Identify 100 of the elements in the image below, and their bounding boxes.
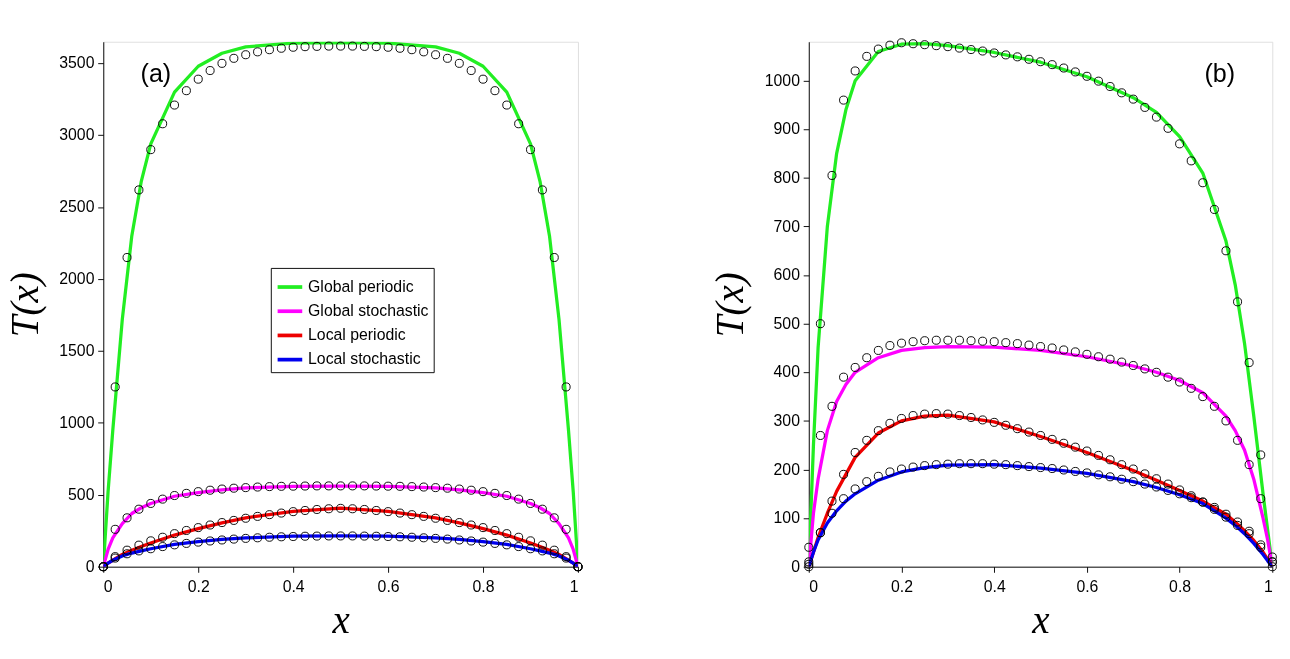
point	[217, 518, 227, 528]
point	[217, 484, 227, 494]
point	[1221, 416, 1231, 426]
point	[908, 411, 918, 421]
point	[978, 336, 988, 346]
point	[324, 41, 334, 51]
y-tick-label: 400	[773, 363, 801, 381]
point	[1059, 63, 1069, 73]
point	[407, 532, 417, 542]
point	[348, 504, 358, 514]
point	[1105, 354, 1115, 364]
point	[1186, 156, 1196, 166]
point	[442, 483, 452, 493]
x-tick-label: 0	[809, 578, 819, 596]
point	[526, 544, 536, 554]
point	[170, 100, 180, 110]
point	[989, 459, 999, 469]
point	[371, 42, 381, 52]
legend-label: Local periodic	[308, 326, 406, 344]
y-axis-title: T(x)	[2, 272, 47, 338]
point	[431, 533, 441, 543]
point	[931, 41, 941, 51]
point	[1001, 420, 1011, 430]
x-tick-label: 0.2	[187, 578, 210, 596]
point	[336, 503, 346, 513]
point	[454, 535, 464, 545]
point	[241, 50, 251, 60]
point	[839, 469, 849, 479]
point	[478, 487, 488, 497]
point	[526, 536, 536, 546]
point	[146, 498, 156, 508]
point	[908, 337, 918, 347]
point	[1163, 485, 1173, 495]
point	[908, 462, 918, 472]
point	[454, 58, 464, 68]
y-tick-label: 0	[85, 557, 95, 575]
point	[897, 338, 907, 348]
point	[1024, 427, 1034, 437]
point	[122, 253, 132, 262]
point	[442, 534, 452, 544]
point	[862, 51, 872, 61]
point	[264, 532, 274, 542]
point	[336, 481, 346, 491]
point	[1128, 477, 1138, 487]
point	[1059, 345, 1069, 355]
point	[873, 426, 883, 436]
point	[348, 41, 358, 51]
point	[1036, 342, 1046, 352]
annotation: (b)	[1204, 58, 1236, 87]
point	[526, 498, 536, 508]
point	[288, 481, 298, 491]
point	[466, 485, 476, 495]
point	[1036, 430, 1046, 440]
point	[1012, 424, 1022, 434]
point	[1244, 460, 1254, 470]
point	[1094, 450, 1103, 460]
point	[850, 484, 860, 494]
point	[336, 41, 346, 51]
point	[264, 482, 274, 492]
y-tick-label: 600	[773, 266, 801, 284]
point	[1105, 455, 1115, 465]
point	[1012, 52, 1022, 62]
point	[1140, 469, 1150, 479]
legend-label: Global stochastic	[308, 301, 429, 319]
y-tick-label: 1000	[764, 71, 801, 89]
point	[1186, 383, 1196, 393]
point	[1256, 494, 1266, 504]
point	[205, 520, 215, 530]
point	[229, 53, 239, 63]
point	[526, 145, 536, 155]
point	[241, 513, 251, 523]
point	[839, 494, 849, 504]
point	[1012, 461, 1022, 471]
point	[288, 507, 298, 517]
point	[312, 41, 322, 51]
legend-label: Global periodic	[308, 277, 414, 295]
point	[502, 529, 512, 539]
point	[1175, 485, 1185, 495]
point	[253, 533, 263, 543]
point	[312, 531, 322, 541]
point	[537, 504, 547, 514]
point	[549, 545, 559, 555]
point	[537, 546, 547, 556]
point	[966, 45, 976, 55]
y-tick-label: 3500	[59, 54, 95, 72]
point	[1233, 435, 1243, 445]
point	[383, 532, 393, 542]
point	[1094, 76, 1103, 86]
point	[978, 415, 988, 425]
point	[359, 504, 369, 514]
point	[885, 418, 895, 428]
point	[1117, 474, 1127, 484]
point	[395, 532, 405, 542]
point	[1140, 364, 1150, 374]
x-tick-label: 0.6	[1076, 578, 1099, 596]
point	[490, 525, 500, 535]
point	[1117, 357, 1127, 367]
point	[549, 513, 559, 523]
point	[920, 461, 930, 471]
point	[804, 542, 814, 552]
